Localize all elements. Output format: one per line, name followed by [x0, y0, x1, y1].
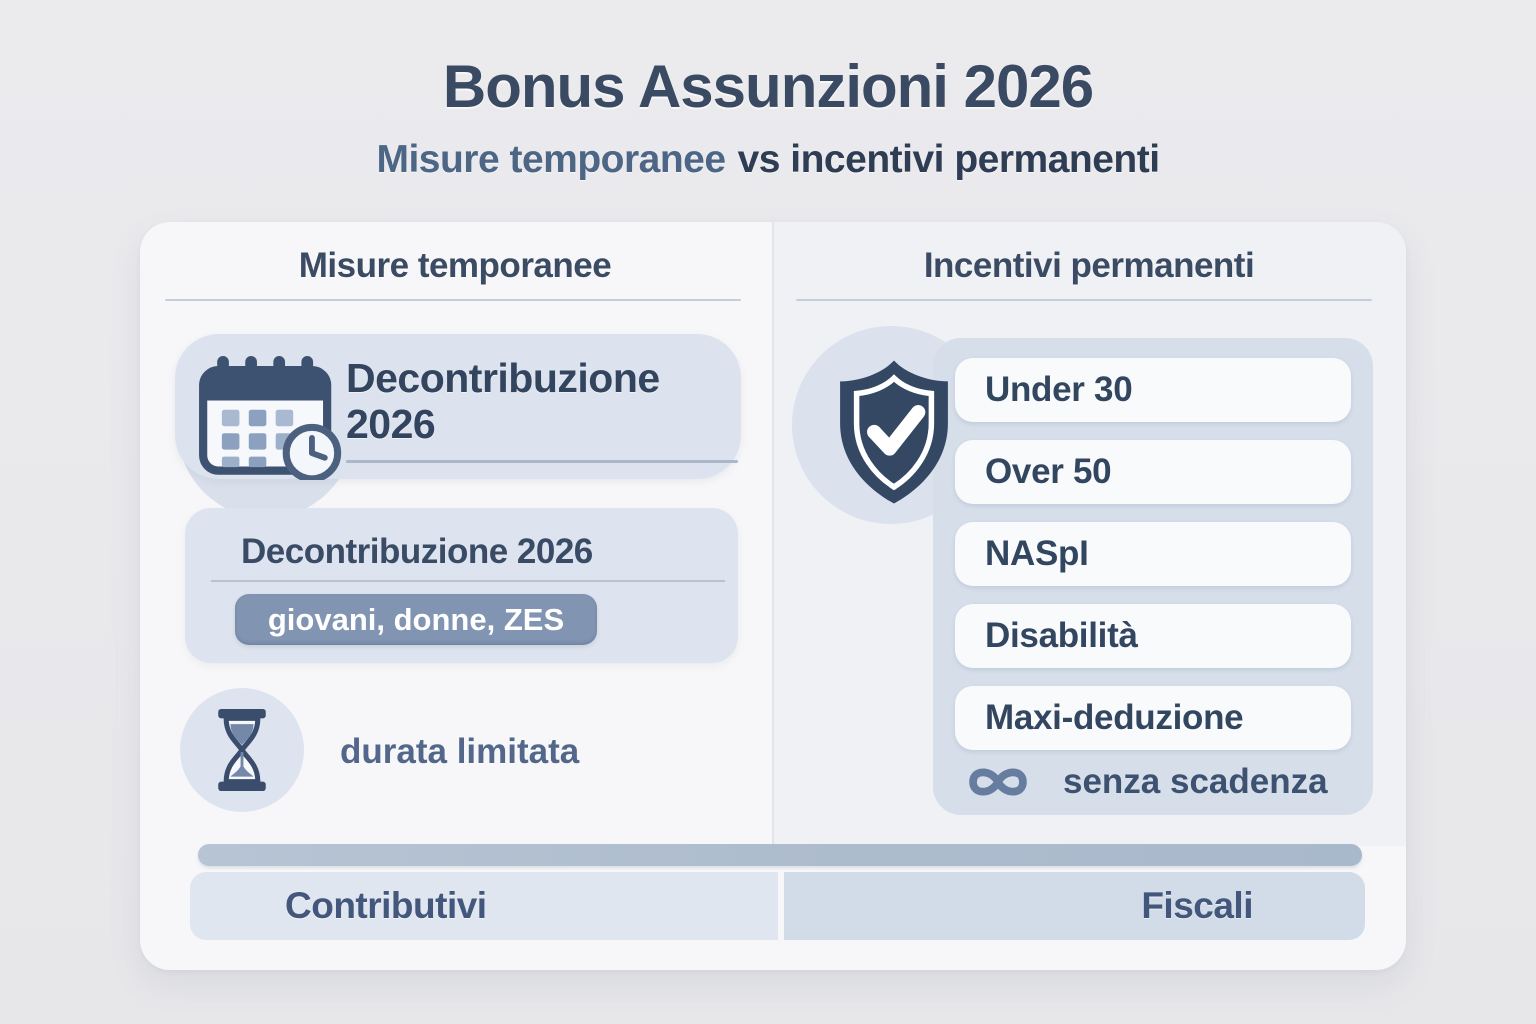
- no-expiry-row: senza scadenza: [955, 756, 1351, 808]
- list-item-under-30: Under 30: [955, 358, 1351, 422]
- permanent-heading-divider: [796, 299, 1372, 301]
- list-item-over-50: Over 50: [955, 440, 1351, 504]
- target-groups-badge: giovani, donne, ZES: [235, 594, 597, 645]
- infinity-icon: [955, 758, 1041, 806]
- subtitle-temporary: Misure temporanee: [376, 138, 726, 181]
- feature-title-underline: [346, 460, 738, 463]
- shield-check-icon: [828, 355, 960, 509]
- list-item-maxi-deduzione: Maxi-deduzione: [955, 686, 1351, 750]
- page-title: Bonus Assunzioni 2026: [442, 53, 1094, 120]
- footer-right-label: Fiscali: [1141, 885, 1253, 926]
- comparison-panel: Misure temporanee Incentivi permanenti D…: [140, 222, 1406, 970]
- footer-left-label: Contributivi: [285, 885, 487, 926]
- footer-cell-contributivi: Contributivi: [190, 872, 778, 940]
- permanent-incentives-list: Under 30 Over 50 NASpI Disabilità Maxi-d…: [933, 338, 1373, 815]
- detail-card-divider: [211, 580, 725, 582]
- calendar-clock-icon: [198, 356, 344, 480]
- hourglass-icon: [206, 704, 278, 796]
- list-item-naspi: NASpI: [955, 522, 1351, 586]
- temporary-column-heading: Misure temporanee: [298, 246, 612, 285]
- footer-cell-fiscali: Fiscali: [784, 872, 1365, 940]
- no-expiry-label: senza scadenza: [1063, 762, 1328, 801]
- decontribuzione-detail-card: Decontribuzione 2026 giovani, donne, ZES: [185, 508, 738, 663]
- subtitle-permanent: vs incentivi permanenti: [737, 138, 1160, 181]
- permanent-column-heading: Incentivi permanenti: [923, 246, 1255, 285]
- duration-note-label: durata limitata: [340, 732, 580, 771]
- footer-progress-bar: [198, 844, 1362, 866]
- temporary-heading-divider: [165, 299, 741, 301]
- detail-card-title: Decontribuzione 2026: [241, 532, 593, 571]
- feature-card-title: Decontribuzione 2026: [346, 355, 660, 447]
- list-item-disabilita: Disabilità: [955, 604, 1351, 668]
- page-subtitle: Misure temporanee vs incentivi permanenti: [0, 138, 1536, 182]
- hourglass-icon-backdrop: [180, 688, 304, 812]
